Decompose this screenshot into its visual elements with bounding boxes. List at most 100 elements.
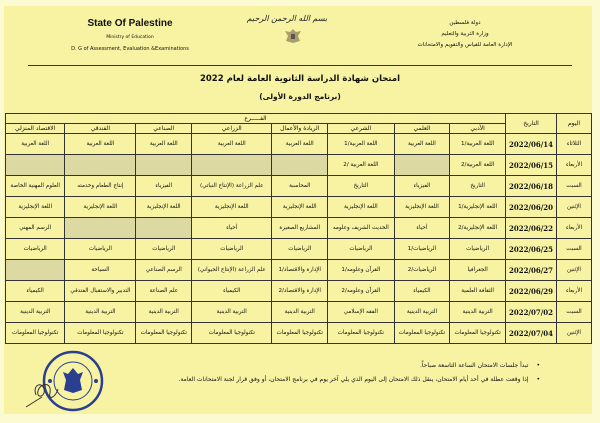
day-cell: السبت — [556, 175, 592, 197]
subject-cell: الجغرافيا — [449, 259, 506, 281]
official-stamp-icon — [42, 350, 104, 412]
table-row: الأربعاء 2022/06/29 الثقافة العلمية الكيميا… — [4, 280, 592, 302]
table-row: الإثنين 2022/06/27 الجغرافيا الرياضيات/2 الق… — [4, 259, 592, 281]
branch-header-7: الاقتصاد المنزلي — [4, 123, 66, 134]
table-row: الأربعاء 2022/06/22 اللغة الإنجليزية/2 أحيا… — [4, 217, 592, 239]
subject-cell: اللغة الإنجليزية — [4, 196, 66, 218]
subject-cell: القرآن وعلومه/1 — [327, 259, 395, 281]
date-cell: 2022/07/02 — [505, 301, 557, 323]
day-cell: الأربعاء — [556, 280, 592, 302]
date-header: التاريخ — [505, 113, 557, 134]
subject-cell: أحياء — [191, 217, 273, 239]
subject-cell: الكيمياء — [4, 280, 66, 302]
subject-cell: اللغة العربية/1 — [327, 133, 395, 155]
subject-cell: تكنولوجيا المعلومات — [135, 322, 193, 344]
subject-cell: اللغة الإنجليزية — [271, 196, 329, 218]
subject-cell: التاريخ — [327, 175, 395, 197]
state-name-ar: دولة فلسطين — [449, 20, 481, 26]
date-cell: 2022/06/22 — [505, 217, 557, 239]
branch-header-4: الزراعي — [191, 123, 273, 134]
subject-cell: تكنولوجيا المعلومات — [191, 322, 273, 344]
no-exam-cell — [64, 217, 137, 239]
table-row: الإثنين 2022/07/04 تكنولوجيا المعلومات تكنو… — [4, 322, 592, 344]
subject-cell: الرياضيات — [327, 238, 395, 260]
day-header: اليوم — [556, 113, 592, 134]
subject-cell: اللغة الإنجليزية — [393, 196, 451, 218]
subject-cell: التربية الدينية — [271, 301, 329, 323]
ministry-name-ar: وزارة التربية والتعليم — [441, 31, 489, 37]
subject-cell: اللغة الإنجليزية/2 — [449, 217, 506, 239]
branch-header-2: الشرعي — [327, 123, 395, 134]
day-cell: الإثنين — [556, 322, 592, 344]
day-cell: السبت — [556, 301, 592, 323]
table-row: الأربعاء 2022/06/15 اللغة العربية/2 اللغة ا… — [4, 154, 592, 176]
date-cell: 2022/06/25 — [505, 238, 557, 260]
subject-cell: الثقافة العلمية — [449, 280, 506, 302]
directorate-name-ar: الإدارة العامة للقياس والتقويم والامتحان… — [417, 42, 513, 48]
document-subtitle: (برنامج الدورة الأولى) — [259, 92, 341, 101]
subject-cell: الفيزياء — [135, 175, 193, 197]
state-name-en: State Of Palestine — [87, 18, 173, 29]
subject-cell: علم الزراعة (الإنتاج الحيواني) — [191, 259, 273, 281]
day-cell: الأربعاء — [556, 154, 592, 176]
no-exam-cell — [271, 154, 329, 176]
basmala: بسم الله الرحمن الرحيم — [246, 14, 328, 23]
subject-cell: اللغة الإنجليزية — [191, 196, 273, 218]
subject-cell: الرياضيات/1 — [393, 238, 451, 260]
date-cell: 2022/07/04 — [505, 322, 557, 344]
branch-header-0: الأدبي — [449, 123, 506, 134]
branch-header-3: الريادة والأعمال — [271, 123, 329, 134]
subject-cell: اللغة الإنجليزية — [64, 196, 137, 218]
subject-cell: علم الزراعة (الإنتاج النباتي) — [191, 175, 273, 197]
subject-cell: اللغة العربية — [271, 133, 329, 155]
note-item: إذا وقعت عطلة في أحد أيام الامتحان، ينقل… — [178, 373, 540, 387]
table-row: الثلاثاء 2022/06/14 اللغة العربية/1 اللغة ا… — [4, 133, 592, 155]
subject-cell: اللغة العربية/1 — [449, 133, 506, 155]
subject-cell: التدبير والاستقبال الفندقي — [64, 280, 137, 302]
subject-cell: العلوم المهنية الخاصة — [4, 175, 66, 197]
table-row: السبت 2022/06/25 الرياضيات الرياضيات/1 الريا… — [4, 238, 592, 260]
subject-cell: المشاريع الصغيرة — [271, 217, 329, 239]
branch-header: الفـــــرع — [5, 113, 506, 124]
subject-cell: اللغة العربية — [191, 133, 273, 155]
subject-cell: علم الصناعة — [135, 280, 193, 302]
subject-cell: الحديث الشريف وعلومه — [327, 217, 395, 239]
no-exam-cell — [393, 154, 451, 176]
date-cell: 2022/06/20 — [505, 196, 557, 218]
subject-cell: التربية الدينية — [191, 301, 273, 323]
date-cell: 2022/06/15 — [505, 154, 557, 176]
day-cell: الثلاثاء — [556, 133, 592, 155]
subject-cell: الإدارة والاقتصاد/2 — [271, 280, 329, 302]
subject-cell: الفيزياء — [393, 175, 451, 197]
subject-cell: الرياضيات — [191, 238, 273, 260]
english-header: State Of Palestine Ministry of Education… — [50, 18, 210, 52]
subject-cell: الرسم الصناعي — [135, 259, 193, 281]
subject-cell: التربية الدينية — [64, 301, 137, 323]
subject-cell: السياحة — [64, 259, 137, 281]
subject-cell: التربية الدينية — [393, 301, 451, 323]
subject-cell: أحياء — [393, 217, 451, 239]
no-exam-cell — [64, 154, 137, 176]
header-divider — [28, 65, 572, 66]
day-cell: الأربعاء — [556, 217, 592, 239]
branch-header-6: الفندقي — [64, 123, 137, 134]
date-cell: 2022/06/18 — [505, 175, 557, 197]
date-cell: 2022/06/29 — [505, 280, 557, 302]
subject-cell: اللغة الإنجليزية/1 — [449, 196, 506, 218]
subject-cell: الإدارة والاقتصاد/1 — [271, 259, 329, 281]
subject-cell: الرياضيات — [271, 238, 329, 260]
document-title: امتحان شهادة الدراسة الثانوية العامة لعا… — [199, 74, 401, 84]
day-cell: الإثنين — [556, 259, 592, 281]
subject-cell: الرياضيات — [64, 238, 137, 260]
subject-cell: الرياضيات/2 — [393, 259, 451, 281]
day-cell: السبت — [556, 238, 592, 260]
subject-cell: إنتاج الطعام وخدمته — [64, 175, 137, 197]
subject-cell: تكنولوجيا المعلومات — [393, 322, 451, 344]
subject-cell: الرياضيات — [135, 238, 193, 260]
table-row: السبت 2022/06/18 التاريخ الفيزياء التاريخ الم… — [4, 175, 592, 197]
subject-cell: الرياضيات — [4, 238, 66, 260]
directorate-name-en: D. G of Assessment, Evaluation &Examinat… — [71, 46, 189, 52]
arabic-header: دولة فلسطين وزارة التربية والتعليم الإدا… — [390, 18, 540, 51]
subject-cell: القرآن وعلومه/2 — [327, 280, 395, 302]
subject-cell: تكنولوجيا المعلومات — [449, 322, 506, 344]
